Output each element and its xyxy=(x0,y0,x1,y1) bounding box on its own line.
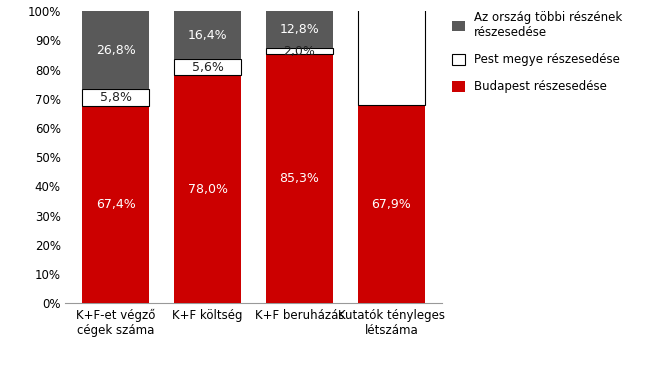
Bar xyxy=(83,90,149,107)
Text: 5,8%: 5,8% xyxy=(99,91,131,104)
Text: 12,8%: 12,8% xyxy=(280,23,319,36)
Bar xyxy=(83,11,149,90)
Bar xyxy=(358,0,424,105)
Text: 5,6%: 5,6% xyxy=(192,61,224,74)
Text: 67,9%: 67,9% xyxy=(372,198,411,211)
Text: 26,8%: 26,8% xyxy=(96,44,135,57)
Text: 16,4%: 16,4% xyxy=(188,28,228,41)
Text: 78,0%: 78,0% xyxy=(187,183,228,196)
Text: 85,3%: 85,3% xyxy=(280,172,319,185)
Bar xyxy=(266,11,333,48)
Bar xyxy=(174,11,240,59)
Bar xyxy=(174,59,240,75)
Bar xyxy=(358,105,424,303)
Text: 2,0%: 2,0% xyxy=(283,45,315,58)
Bar xyxy=(266,48,333,54)
Bar xyxy=(174,75,240,303)
Bar xyxy=(266,54,333,303)
Text: 67,4%: 67,4% xyxy=(96,198,135,211)
Legend: Az ország többi részének
részesedése, Pest megye részesedése, Budapest részesedé: Az ország többi részének részesedése, Pe… xyxy=(452,11,622,94)
Bar xyxy=(83,107,149,303)
